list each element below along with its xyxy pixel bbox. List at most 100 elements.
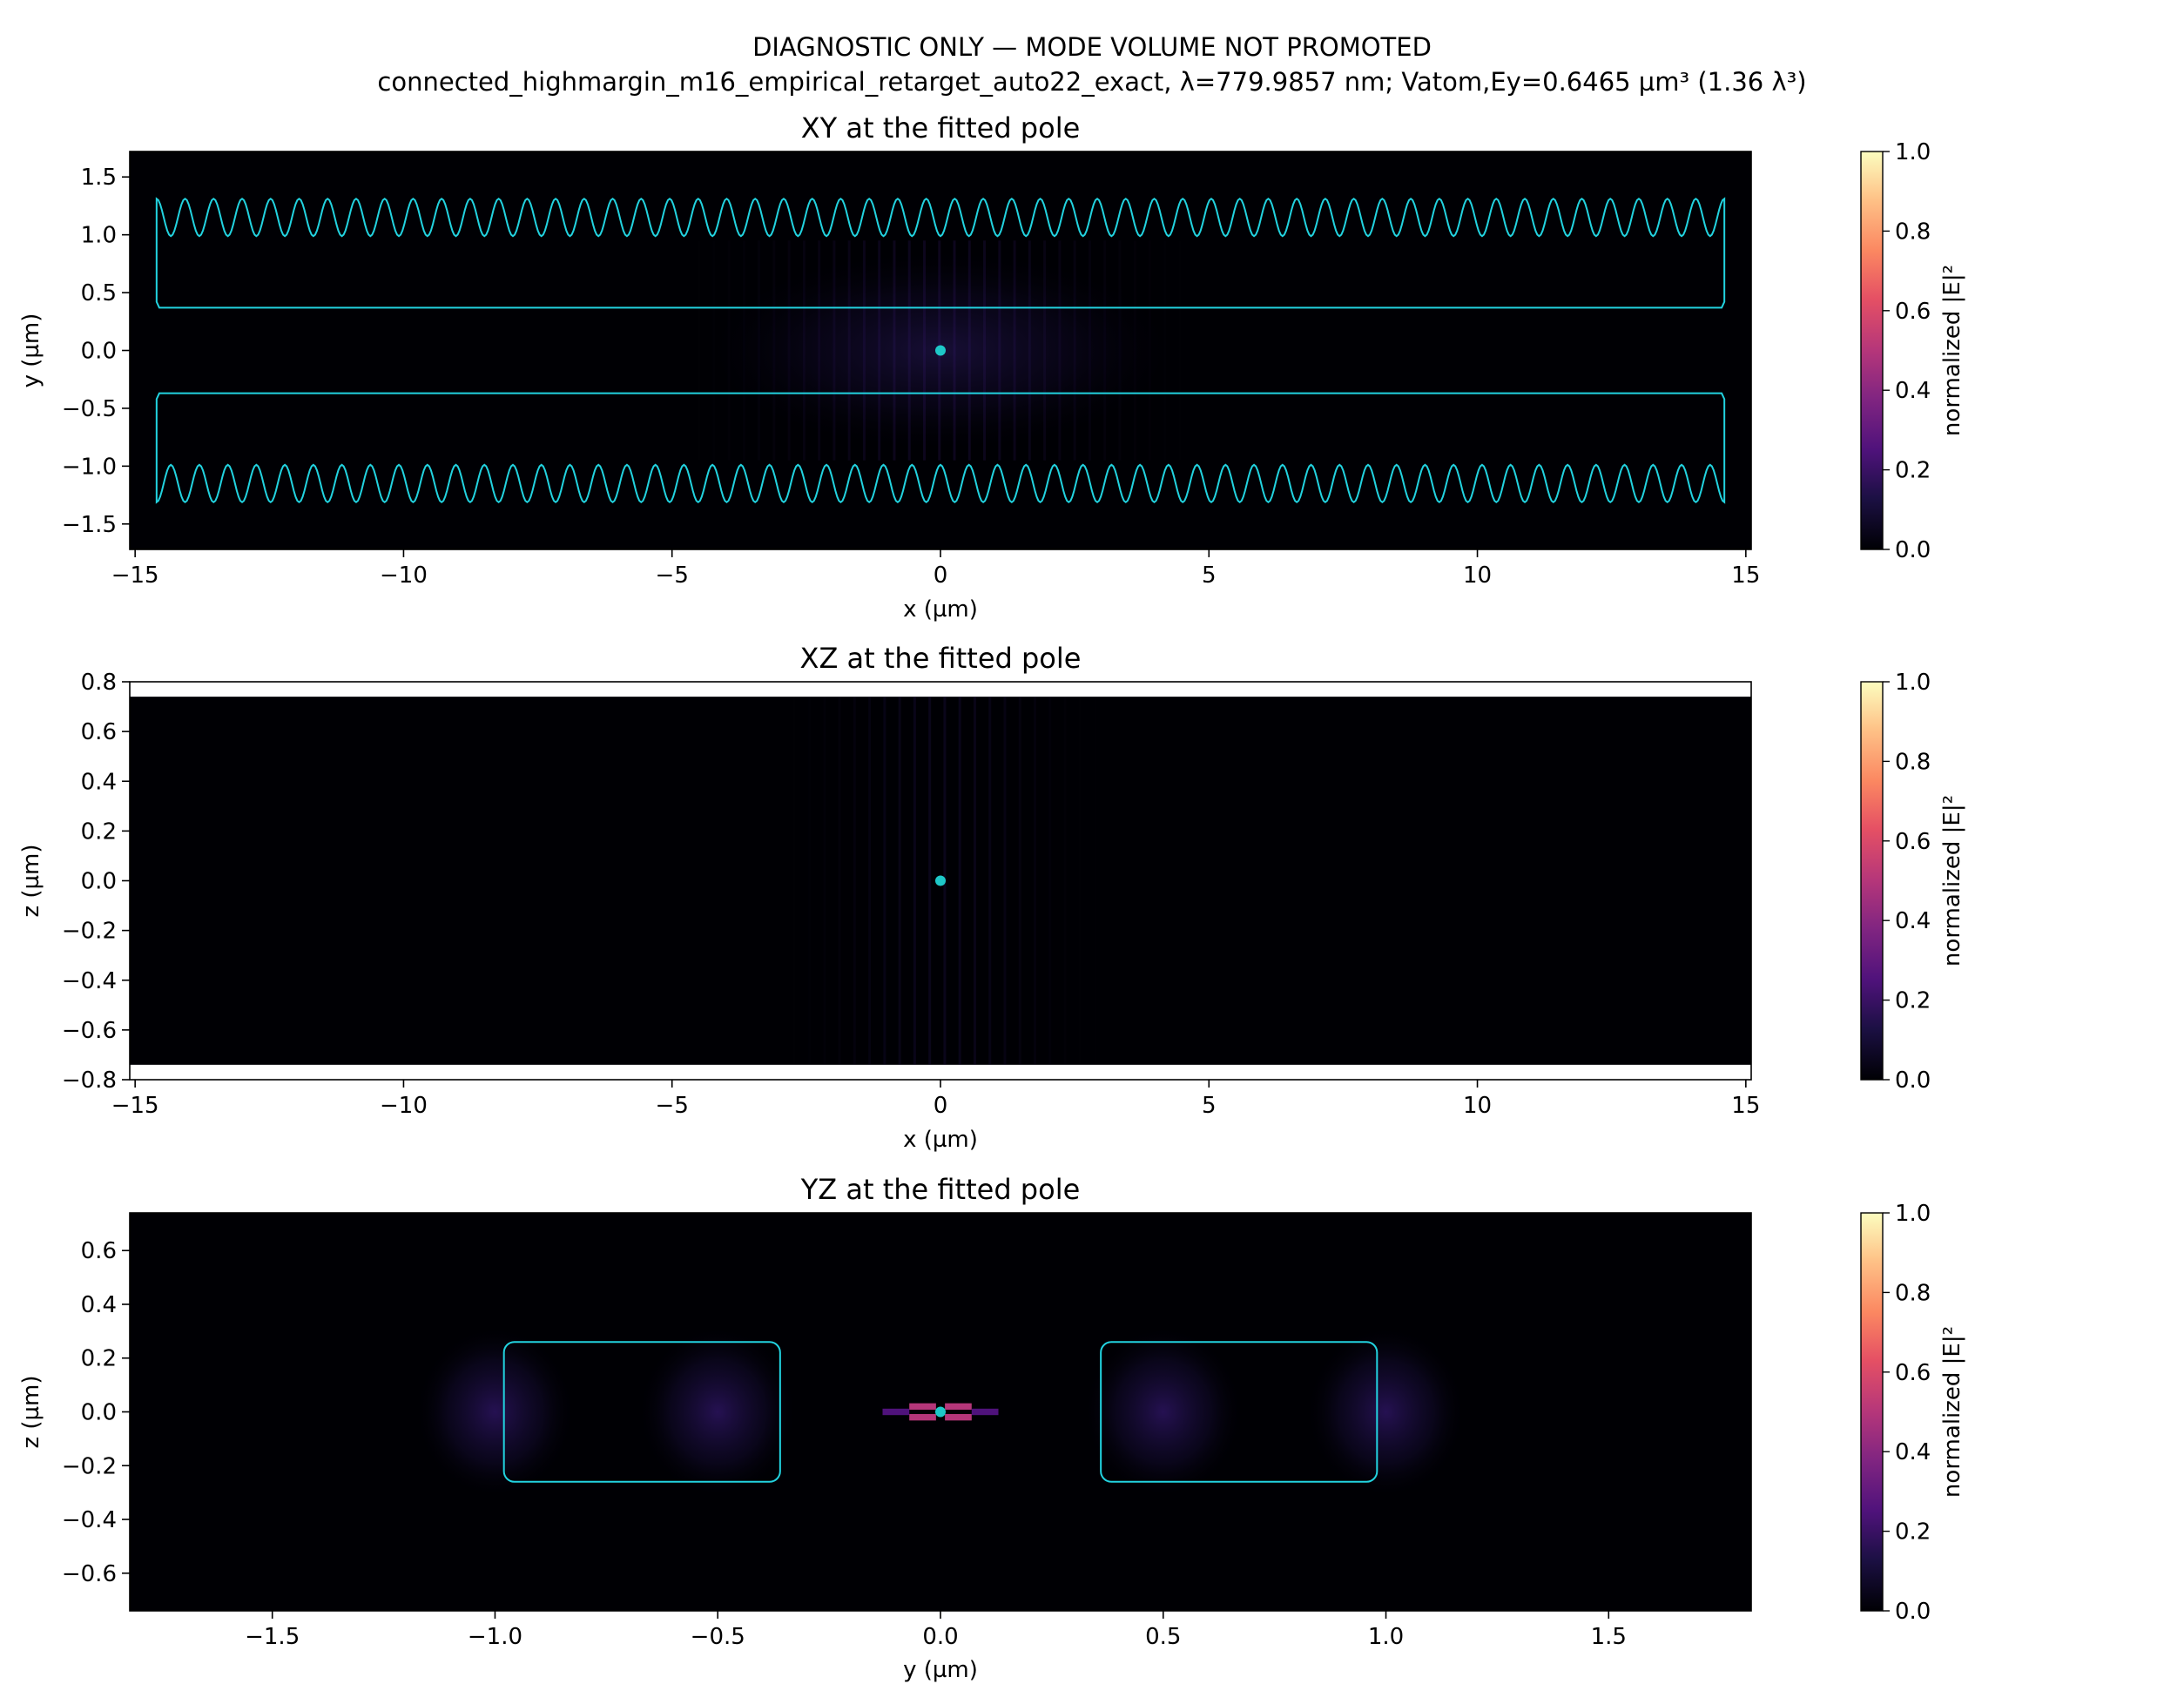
x-axis-label: x (µm) <box>903 596 978 623</box>
right-waveguide-outline <box>1100 1341 1378 1483</box>
y-tick-label: −0.6 <box>62 1018 117 1044</box>
colorbar-label: normalized |E|² <box>1939 1326 1965 1498</box>
colorbar-tick-label: 1.0 <box>1895 1201 1931 1227</box>
x-tick-label: 0.5 <box>1145 1624 1181 1650</box>
y-tick-label: −0.5 <box>62 396 117 422</box>
field-hotspot <box>971 1408 999 1416</box>
y-tick-label: 0.0 <box>81 339 117 365</box>
y-tick-label: 1.5 <box>81 165 117 191</box>
plot-contents <box>130 697 1751 1065</box>
y-tick-label: −1.5 <box>62 512 117 538</box>
x-tick-label: 5 <box>1202 1093 1217 1119</box>
field-lobe <box>1305 1325 1466 1499</box>
colorbar-tick-label: 0.2 <box>1895 1519 1931 1546</box>
y-tick-label: 0.4 <box>81 769 117 795</box>
pole-marker <box>935 1406 946 1418</box>
colorbar-tick-label: 0.2 <box>1895 988 1931 1014</box>
y-axis-label: z (µm) <box>18 1375 44 1448</box>
xy-panel: −15 −10 −5 0 5 10 15 −1.5 −1.0 −0.5 0.0 0.5 1.0 1.5 XY… <box>18 111 1965 623</box>
xz-panel: −15 −10 −5 0 5 10 15 −0.8 −0.6 −0.4 −0.2 0.0 0.2 0.4 0… <box>18 642 1965 1153</box>
colorbar-tick-label: 0.4 <box>1895 378 1931 404</box>
field-hotspot <box>945 1413 972 1421</box>
y-tick-label: −0.4 <box>62 968 117 994</box>
suptitle-line-2: connected_highmargin_m16_empirical_retar… <box>377 67 1806 97</box>
y-axis-label: y (µm) <box>18 313 44 388</box>
field-hotspot <box>909 1413 936 1421</box>
colorbar-tick-label: 1.0 <box>1895 670 1931 696</box>
x-tick-label: −10 <box>380 1093 428 1119</box>
plot-contents <box>130 1213 1751 1611</box>
x-tick-label: 0.0 <box>922 1624 958 1650</box>
x-tick-label: −15 <box>111 1093 159 1119</box>
field-lobe <box>1082 1325 1244 1499</box>
x-tick-label: −0.5 <box>691 1624 745 1650</box>
panel-title: YZ at the fitted pole <box>800 1173 1081 1206</box>
colorbar-tick-label: 0.6 <box>1895 1360 1931 1386</box>
colorbar-tick-label: 0.6 <box>1895 829 1931 855</box>
y-tick-label: −0.8 <box>62 1068 117 1094</box>
x-axis-label: x (µm) <box>903 1127 978 1153</box>
colorbar-label: normalized |E|² <box>1939 265 1965 436</box>
plot-contents <box>130 152 1751 549</box>
upper-waveguide-outline <box>155 197 1726 309</box>
field-hotspot <box>882 1408 910 1416</box>
x-tick-label: 1.5 <box>1591 1624 1627 1650</box>
colorbar-tick-label: 0.0 <box>1895 1599 1931 1625</box>
x-tick-label: −5 <box>656 562 689 589</box>
y-tick-label: −0.2 <box>62 919 117 945</box>
y-tick-label: 0.6 <box>81 1238 117 1264</box>
x-tick-label: 0 <box>934 562 948 589</box>
field-hotspot <box>945 1403 972 1411</box>
field-lobe <box>637 1325 799 1499</box>
panel-title: XY at the fitted pole <box>801 111 1081 145</box>
x-tick-label: −15 <box>111 562 159 589</box>
colorbar-tick-label: 0.8 <box>1895 1280 1931 1306</box>
field-hotspot <box>909 1403 936 1411</box>
y-axis-label: z (µm) <box>18 844 44 917</box>
y-tick-label: −0.4 <box>62 1507 117 1533</box>
x-tick-label: 0 <box>934 1093 948 1119</box>
colorbar-tick-label: 0.6 <box>1895 299 1931 325</box>
y-tick-label: −1.0 <box>62 454 117 480</box>
colorbar-tick-label: 0.8 <box>1895 749 1931 775</box>
yz-panel: −1.5 −1.0 −0.5 0.0 0.5 1.0 1.5 −0.6 −0.4 −0.2 0.0 0… <box>18 1173 1965 1683</box>
suptitle-line-1: DIAGNOSTIC ONLY — MODE VOLUME NOT PROMOT… <box>752 32 1432 62</box>
colorbar <box>1860 151 1884 550</box>
lower-waveguide-outline <box>155 392 1726 504</box>
x-tick-label: −1.5 <box>245 1624 300 1650</box>
x-tick-label: −10 <box>380 562 428 589</box>
panel-title: XZ at the fitted pole <box>800 642 1082 675</box>
colorbar-tick-label: 0.4 <box>1895 1439 1931 1465</box>
colorbar <box>1860 1212 1884 1612</box>
y-tick-label: 0.0 <box>81 1400 117 1426</box>
x-tick-label: 15 <box>1731 1093 1760 1119</box>
pole-marker <box>935 345 946 356</box>
y-tick-label: 0.6 <box>81 719 117 745</box>
colorbar-tick-label: 0.2 <box>1895 458 1931 484</box>
y-tick-label: 0.0 <box>81 869 117 895</box>
colorbar-label: normalized |E|² <box>1939 795 1965 966</box>
colorbar-tick-label: 0.0 <box>1895 537 1931 563</box>
colorbar-tick-label: 1.0 <box>1895 139 1931 165</box>
y-tick-label: 0.8 <box>81 670 117 696</box>
y-tick-label: 0.2 <box>81 818 117 845</box>
x-tick-label: 1.0 <box>1368 1624 1404 1650</box>
x-tick-label: 15 <box>1731 562 1760 589</box>
x-tick-label: 5 <box>1202 562 1217 589</box>
colorbar-tick-label: 0.8 <box>1895 219 1931 245</box>
left-waveguide-outline <box>502 1341 781 1483</box>
colorbar-tick-label: 0.0 <box>1895 1068 1931 1094</box>
y-tick-label: 0.5 <box>81 280 117 306</box>
x-tick-label: 10 <box>1463 1093 1492 1119</box>
colorbar-tick-label: 0.4 <box>1895 908 1931 934</box>
y-tick-label: 0.4 <box>81 1292 117 1318</box>
x-tick-label: −5 <box>656 1093 689 1119</box>
colorbar <box>1860 681 1884 1081</box>
y-tick-label: 0.2 <box>81 1346 117 1372</box>
field-lobe <box>415 1325 576 1499</box>
pole-marker <box>935 875 946 886</box>
x-axis-label: y (µm) <box>903 1657 978 1683</box>
x-tick-label: 10 <box>1463 562 1492 589</box>
y-tick-label: −0.2 <box>62 1453 117 1479</box>
